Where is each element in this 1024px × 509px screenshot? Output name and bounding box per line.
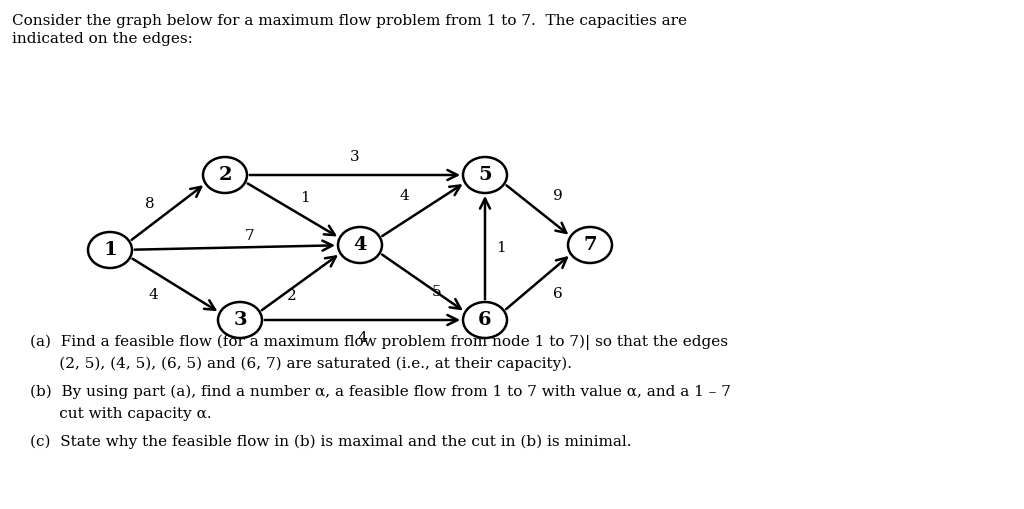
- Text: (b)  By using part (a), find a number α, a feasible flow from 1 to 7 with value : (b) By using part (a), find a number α, …: [30, 385, 731, 400]
- Text: Consider the graph below for a maximum flow problem from 1 to 7.  The capacities: Consider the graph below for a maximum f…: [12, 14, 687, 28]
- Text: 1: 1: [300, 191, 309, 205]
- Text: 1: 1: [103, 241, 117, 259]
- Ellipse shape: [568, 227, 612, 263]
- Text: (2, 5), (4, 5), (6, 5) and (6, 7) are saturated (i.e., at their capacity).: (2, 5), (4, 5), (6, 5) and (6, 7) are sa…: [30, 357, 572, 372]
- Text: 4: 4: [357, 331, 368, 345]
- Text: cut with capacity α.: cut with capacity α.: [30, 407, 212, 421]
- Text: 3: 3: [233, 311, 247, 329]
- Text: 6: 6: [553, 288, 562, 301]
- Text: 4: 4: [353, 236, 367, 254]
- Text: (c)  State why the feasible flow in (b) is maximal and the cut in (b) is minimal: (c) State why the feasible flow in (b) i…: [30, 435, 632, 449]
- Text: 4: 4: [148, 288, 158, 302]
- Text: 1: 1: [496, 240, 506, 254]
- Text: 6: 6: [478, 311, 492, 329]
- Text: 7: 7: [584, 236, 597, 254]
- Text: 7: 7: [245, 229, 255, 242]
- Text: 4: 4: [399, 189, 410, 203]
- Ellipse shape: [463, 302, 507, 338]
- Ellipse shape: [338, 227, 382, 263]
- Text: 2: 2: [287, 290, 297, 303]
- Ellipse shape: [203, 157, 247, 193]
- Ellipse shape: [88, 232, 132, 268]
- Text: 2: 2: [218, 166, 231, 184]
- Text: 8: 8: [144, 197, 155, 212]
- Text: 9: 9: [553, 189, 562, 203]
- Ellipse shape: [463, 157, 507, 193]
- Text: indicated on the edges:: indicated on the edges:: [12, 32, 193, 46]
- Text: (a)  Find a feasible flow (for a maximum flow problem from node 1 to 7)| so that: (a) Find a feasible flow (for a maximum …: [30, 335, 728, 350]
- Text: 3: 3: [350, 150, 359, 164]
- Ellipse shape: [218, 302, 262, 338]
- Text: 5: 5: [432, 286, 441, 299]
- Text: 5: 5: [478, 166, 492, 184]
